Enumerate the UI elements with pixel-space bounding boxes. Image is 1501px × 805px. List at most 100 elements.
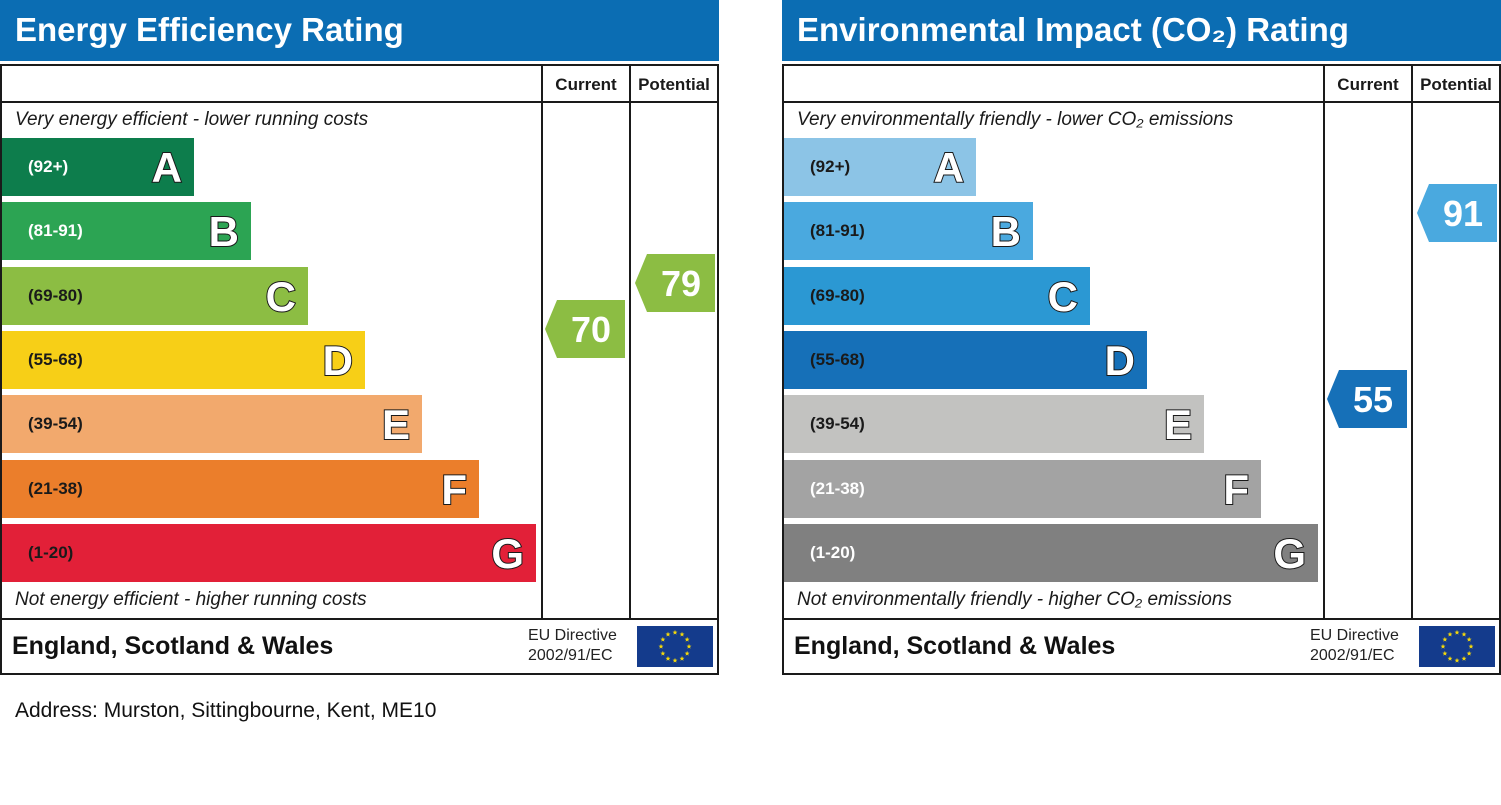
- chart-header: Environmental Impact (CO₂) Rating: [782, 0, 1501, 61]
- band-letter: A: [933, 143, 965, 192]
- top-note: Very environmentally friendly - lower CO…: [797, 109, 1234, 130]
- band-letter: A: [151, 143, 183, 192]
- band-range-label: (81-91): [810, 221, 865, 240]
- eu-directive-line: EU Directive: [528, 627, 617, 644]
- chart-header: Energy Efficiency Rating: [0, 0, 719, 61]
- eu-flag-icon: [637, 626, 713, 667]
- potential-rating-marker: 79: [635, 254, 715, 312]
- chart-frame: Current Potential Very energy efficient …: [0, 64, 719, 675]
- star-icon: [672, 629, 678, 635]
- bottom-note: Not environmentally friendly - higher CO…: [797, 589, 1232, 610]
- band-e: (39-54) E: [2, 395, 422, 453]
- current-rating-marker-arrow: [1327, 370, 1407, 428]
- star-icon: [686, 643, 692, 649]
- band-range-label: (81-91): [28, 221, 83, 240]
- potential-rating-marker: 91: [1417, 184, 1497, 242]
- band-d: (55-68) D: [2, 331, 365, 389]
- star-icon: [684, 650, 690, 656]
- band-letter: D: [322, 336, 354, 385]
- star-icon: [1447, 656, 1453, 661]
- band-range-label: (55-68): [28, 350, 83, 369]
- band-range-label: (21-38): [28, 479, 83, 498]
- band-range-label: (69-80): [810, 286, 865, 305]
- potential-column-header: Potential: [638, 75, 710, 94]
- star-icon: [1468, 643, 1474, 649]
- band-range-label: (92+): [28, 157, 69, 176]
- star-icon: [665, 656, 671, 661]
- band-range-label: (1-20): [28, 543, 74, 562]
- divider: [629, 66, 631, 618]
- eu-flag-icon: [1419, 626, 1495, 667]
- eu-directive-line: EU Directive: [1310, 627, 1399, 644]
- footer-region: England, Scotland & Wales: [12, 632, 334, 660]
- band-g: (1-20) G: [784, 524, 1318, 582]
- star-icon: [1442, 636, 1448, 642]
- band-f: (21-38) F: [2, 460, 479, 518]
- star-icon: [672, 657, 678, 663]
- eu-directive-label: EU Directive 2002/91/EC: [1310, 626, 1399, 666]
- band-range-label: (69-80): [28, 286, 83, 305]
- potential-rating-marker-arrow: [1417, 184, 1497, 242]
- band-letter: E: [1163, 400, 1193, 449]
- current-rating-marker-value: 55: [1352, 379, 1394, 420]
- band-range-label: (92+): [810, 157, 851, 176]
- eu-directive-label: EU Directive 2002/91/EC: [528, 626, 617, 666]
- star-icon: [679, 631, 685, 637]
- property-address: Address: Murston, Sittingbourne, Kent, M…: [15, 699, 437, 722]
- band-b: (81-91) B: [784, 202, 1033, 260]
- divider: [1411, 66, 1413, 618]
- star-icon: [1440, 643, 1446, 649]
- star-icon: [684, 636, 690, 642]
- band-letter: B: [990, 207, 1022, 256]
- star-icon: [660, 650, 666, 656]
- potential-rating-marker-shape: [635, 254, 715, 312]
- divider: [784, 618, 1499, 620]
- current-rating-marker: 55: [1327, 370, 1407, 428]
- star-icon: [679, 656, 685, 661]
- star-icon: [658, 643, 664, 649]
- footer-region: England, Scotland & Wales: [794, 632, 1116, 660]
- star-icon: [1454, 657, 1460, 663]
- eu-directive-code: 2002/91/EC: [1310, 647, 1395, 664]
- current-rating-marker-shape: [545, 300, 625, 358]
- eu-directive-code: 2002/91/EC: [528, 647, 613, 664]
- bottom-note: Not energy efficient - higher running co…: [15, 589, 367, 610]
- star-icon: [1466, 636, 1472, 642]
- star-icon: [1461, 631, 1467, 637]
- star-icon: [665, 631, 671, 637]
- potential-rating-marker-value: 79: [660, 263, 702, 304]
- current-rating-marker-arrow: [545, 300, 625, 358]
- energy-efficiency-chart: Energy Efficiency Rating Current Potenti…: [0, 0, 719, 675]
- band-a: (92+) A: [2, 138, 194, 196]
- current-column-header: Current: [1337, 75, 1399, 94]
- band-letter: G: [1272, 529, 1307, 578]
- divider: [541, 66, 543, 618]
- star-icon: [1466, 650, 1472, 656]
- band-g: (1-20) G: [2, 524, 536, 582]
- potential-rating-marker-arrow: [635, 254, 715, 312]
- divider: [1323, 66, 1325, 618]
- eu-stars: [1440, 629, 1474, 663]
- band-letter: G: [490, 529, 525, 578]
- band-range-label: (39-54): [28, 414, 83, 433]
- band-b: (81-91) B: [2, 202, 251, 260]
- band-d: (55-68) D: [784, 331, 1147, 389]
- band-range-label: (39-54): [810, 414, 865, 433]
- band-c: (69-80) C: [2, 267, 308, 325]
- potential-column-header: Potential: [1420, 75, 1492, 94]
- band-letter: B: [208, 207, 240, 256]
- band-c: (69-80) C: [784, 267, 1090, 325]
- environmental-impact-chart: Environmental Impact (CO₂) Rating Curren…: [782, 0, 1501, 675]
- potential-rating-marker-shape: [1417, 184, 1497, 242]
- top-note: Very energy efficient - lower running co…: [15, 109, 369, 130]
- divider: [784, 101, 1499, 103]
- chart-title: Energy Efficiency Rating: [15, 11, 404, 48]
- star-icon: [1447, 631, 1453, 637]
- current-rating-marker: 70: [545, 300, 625, 358]
- star-icon: [1454, 629, 1460, 635]
- band-a: (92+) A: [784, 138, 976, 196]
- band-e: (39-54) E: [784, 395, 1204, 453]
- band-range-label: (21-38): [810, 479, 865, 498]
- eu-stars: [658, 629, 692, 663]
- divider: [2, 618, 717, 620]
